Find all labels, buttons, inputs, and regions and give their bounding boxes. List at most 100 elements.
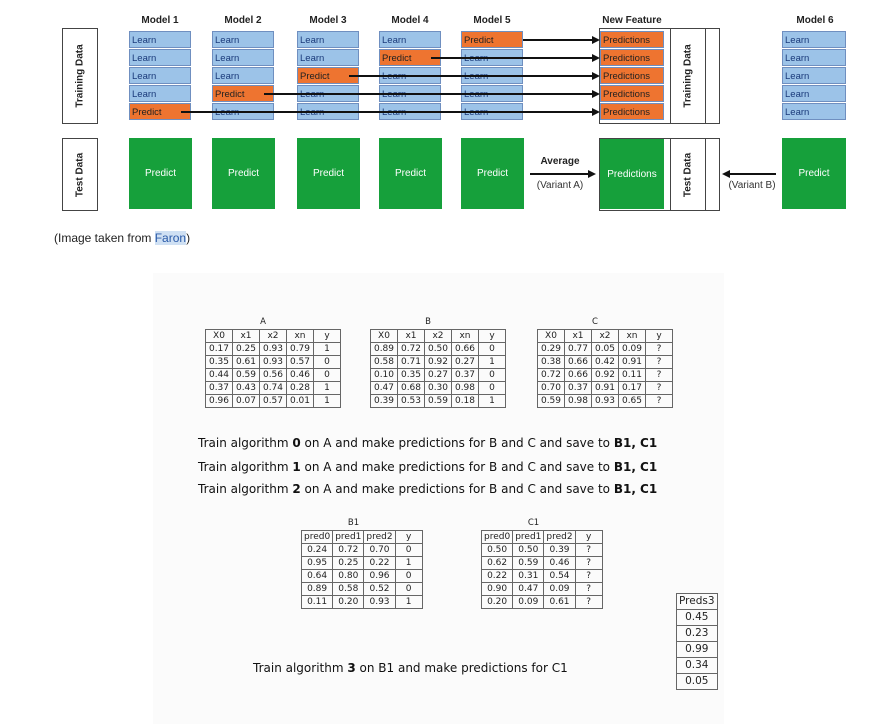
table-cell: 0.96 (205, 394, 233, 408)
table-cell: 0.20 (480, 595, 514, 609)
algorithm-number: 3 (347, 661, 356, 675)
table-cell: 0.64 (300, 569, 334, 583)
table-row: 0.70 0.37 0.91 0.17? (537, 381, 673, 395)
table-cell: 0 (313, 355, 341, 369)
table-cell: 0.93 (259, 342, 287, 356)
table-cell: 0.72 (397, 342, 425, 356)
table-row: 0.23 (676, 625, 718, 642)
table-cell: 0.56 (259, 368, 287, 382)
table-cell: 0.09 (618, 342, 646, 356)
table-cell: 0.31 (512, 569, 545, 583)
table-cell: ? (574, 569, 603, 583)
table-header-row: X0 x1 x2 xn y (205, 329, 341, 343)
table-cell: 0.37 (451, 368, 479, 382)
table-cell: 0.92 (591, 368, 619, 382)
table-b1: pred0 pred1 pred2 y 0.24 0.72 0.70 0 0.95 0.25 0.2… (300, 530, 423, 609)
table-cell: 0.07 (232, 394, 260, 408)
model1-fold3-learn: Learn (129, 67, 191, 84)
table-cell: 1 (313, 394, 341, 408)
table-cell: 0 (394, 569, 423, 583)
table-cell: 0.22 (363, 556, 396, 570)
table-cell: 0.98 (564, 394, 592, 408)
model3-fold3-predict: Predict (297, 67, 359, 84)
header-cell: xn (451, 329, 479, 343)
header-cell: pred0 (480, 530, 514, 544)
header-cell: pred2 (363, 530, 396, 544)
table-cell: 0.58 (332, 582, 365, 596)
table-cell: 0.50 (480, 543, 514, 557)
model4-fold2-predict: Predict (379, 49, 441, 66)
preds3-value-cell: 0.99 (676, 641, 718, 658)
table-cell: 0 (394, 543, 423, 557)
header-cell: X0 (370, 329, 398, 343)
header-cell: X0 (205, 329, 233, 343)
table-cell: ? (645, 381, 673, 395)
table-cell: 0.50 (424, 342, 452, 356)
table-cell: 0 (478, 368, 506, 382)
model6-fold4-learn: Learn (782, 85, 846, 102)
table-cell: 0.47 (512, 582, 545, 596)
table-cell: 0.66 (451, 342, 479, 356)
table-cell: 0.38 (537, 355, 565, 369)
table-row: 0.99 (676, 641, 718, 658)
table-cell: 0.37 (205, 381, 233, 395)
table-cell: 0.90 (480, 582, 514, 596)
table-cell: 0.37 (564, 381, 592, 395)
table-header-row: pred0 pred1 pred2 y (480, 530, 603, 544)
table-preds3: Preds3 0.45 0.23 0.99 0.34 0.05 (676, 593, 718, 690)
fold-arrow-line-3 (349, 75, 592, 77)
table-cell: 0.47 (370, 381, 398, 395)
model6-fold1-learn: Learn (782, 31, 846, 48)
fold-arrow-head-4 (592, 90, 600, 98)
variant-b-arrow-head (722, 170, 730, 178)
table-cell: 1 (313, 342, 341, 356)
model3-test-predict: Predict (297, 138, 360, 209)
table-cell: ? (645, 368, 673, 382)
table-cell: ? (645, 394, 673, 408)
table-cell: 0.27 (451, 355, 479, 369)
table-a: X0 x1 x2 xn y 0.17 0.25 0.93 0.79 1 0.35 0.61 0.93 0.… (205, 329, 341, 408)
table-row: 0.10 0.35 0.27 0.37 0 (370, 368, 506, 382)
table-cell: 0.11 (618, 368, 646, 382)
table-cell: 0 (478, 381, 506, 395)
table-header-row: pred0 pred1 pred2 y (300, 530, 423, 544)
table-b: X0 x1 x2 xn y 0.89 0.72 0.50 0.66 0 0.58 0.71 0.92 0.… (370, 329, 506, 408)
header-cell: y (394, 530, 423, 544)
model3-fold1-learn: Learn (297, 31, 359, 48)
table-row: 0.59 0.98 0.93 0.65? (537, 394, 673, 408)
new-feature-test-predictions: Predictions (600, 139, 664, 209)
table-cell: 0.46 (286, 368, 314, 382)
fold-arrow-line-5 (181, 111, 592, 113)
model5-fold1-predict: Predict (461, 31, 523, 48)
table-cell: 0.57 (286, 355, 314, 369)
table-cell: 0.93 (363, 595, 396, 609)
new-feature-predictions-4: Predictions (600, 85, 664, 102)
preds3-header-cell: Preds3 (676, 593, 718, 610)
variant-b-arrow-line (730, 173, 776, 175)
table-cell: 1 (478, 394, 506, 408)
table-cell: 0.91 (591, 381, 619, 395)
table-row: 0.89 0.58 0.52 0 (300, 582, 423, 596)
table-cell: 0 (394, 582, 423, 596)
table-cell: 0.91 (618, 355, 646, 369)
table-row: 0.44 0.59 0.56 0.46 0 (205, 368, 341, 382)
table-cell: 0.93 (591, 394, 619, 408)
table-cell: 0.05 (591, 342, 619, 356)
table-row: 0.20 0.09 0.61? (480, 595, 603, 609)
table-row: 0.05 (676, 673, 718, 690)
table-cell: ? (574, 582, 603, 596)
table-cell: 0.53 (397, 394, 425, 408)
table-row: 0.37 0.43 0.74 0.28 1 (205, 381, 341, 395)
algorithm-number: 1 (292, 460, 301, 474)
table-cell: 0.72 (332, 543, 365, 557)
header-cell: y (478, 329, 506, 343)
model1-test-predict: Predict (129, 138, 192, 209)
table-cell: 0.59 (232, 368, 260, 382)
table-header-row: X0 x1 x2 xn y (370, 329, 506, 343)
table-cell: 0.93 (259, 355, 287, 369)
table-cell: 1 (313, 381, 341, 395)
table-cell: 0.61 (232, 355, 260, 369)
faron-link[interactable]: Faron (154, 231, 187, 245)
table-cell: 0.17 (618, 381, 646, 395)
header-cell: xn (618, 329, 646, 343)
